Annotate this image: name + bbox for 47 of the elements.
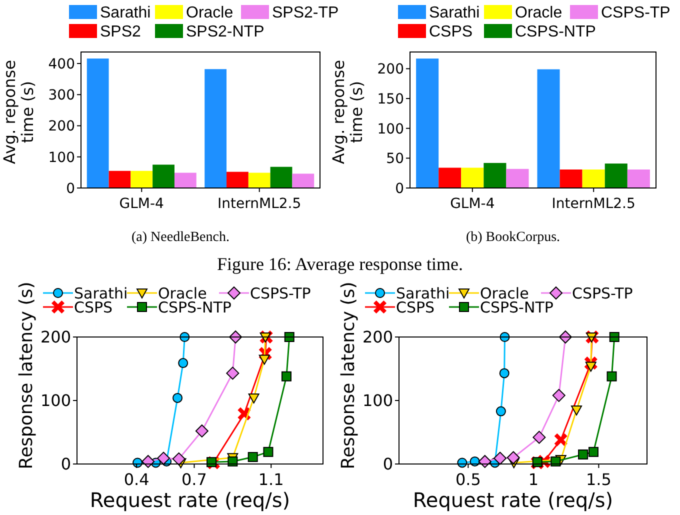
legend-label: Sarathi [100, 4, 151, 22]
legend-label: CSPS-TP [250, 284, 311, 302]
x-tick-label: 0.5 [455, 470, 481, 489]
y-tick-label: 0 [382, 454, 393, 474]
y-tick-label: 200 [40, 328, 71, 347]
y-tick-label: 150 [377, 91, 404, 108]
x-tick-label: 0.7 [182, 470, 207, 489]
x-tick-label: InternML2.5 [552, 196, 636, 212]
y-tick-label: 100 [40, 391, 71, 410]
legend-label: SPS2-TP [272, 4, 339, 22]
y-axis-title: Response latency (s) [338, 282, 359, 470]
x-tick-label: InternML2.5 [218, 196, 302, 212]
legend-label: Oracle [515, 4, 562, 22]
y-tick-label: 50 [386, 151, 404, 168]
y-tick-label: 200 [377, 62, 404, 78]
legend-label: CSPS-NTP [515, 24, 596, 41]
y-tick-label: 200 [362, 328, 393, 347]
text: (b) BookCorpus. [466, 230, 560, 245]
x-tick-label: 1 [528, 470, 539, 489]
legend-label: CSPS-TP [601, 4, 670, 22]
y-tick-label: 400 [48, 56, 75, 72]
text: (a) NeedleBench. [132, 230, 230, 245]
legend-label: SPS2-NTP [186, 24, 264, 41]
legend-label: Sarathi [429, 4, 480, 22]
legend-label: Oracle [186, 4, 234, 22]
x-tick-label: 1.5 [586, 470, 612, 489]
y-tick-label: 100 [362, 391, 393, 410]
y-tick-label: 200 [48, 118, 75, 135]
y-axis-title: Avg. reponse time (s) [329, 60, 366, 164]
x-tick-label: GLM-4 [119, 196, 164, 212]
y-axis-title: Avg. reponse time (s) [0, 60, 37, 164]
x-axis-title: Request rate (req/s) [412, 488, 614, 512]
x-tick-label: 0.4 [124, 470, 150, 489]
y-tick-label: 300 [48, 88, 75, 104]
y-tick-label: 100 [48, 150, 75, 166]
legend-label: SPS2 [100, 24, 142, 41]
legend-label: CSPS-TP [572, 284, 633, 302]
y-axis-title: Response latency (s) [16, 282, 37, 470]
y-tick-label: 100 [377, 121, 404, 138]
x-axis-title: Request rate (req/s) [90, 488, 290, 512]
x-tick-label: GLM-4 [450, 196, 495, 212]
caption: Figure 16: Average response time. [216, 254, 464, 274]
y-tick-label: 0 [395, 180, 404, 197]
y-tick-label: 0 [66, 180, 75, 197]
y-tick-label: 0 [60, 454, 71, 474]
x-tick-label: 1.1 [258, 470, 284, 489]
legend-label: CSPS [429, 24, 473, 41]
